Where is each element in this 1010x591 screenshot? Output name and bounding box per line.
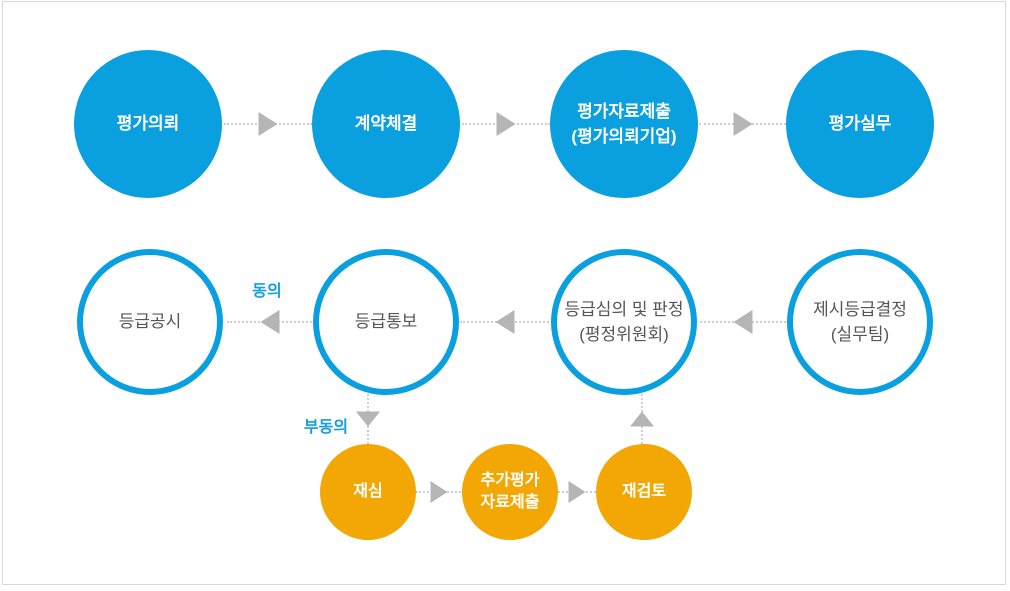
flow-arrow: [462, 111, 550, 137]
node-label: 평가자료제출 (평가의뢰기업): [571, 101, 677, 147]
arrow-left-icon: [495, 310, 514, 334]
arrow-right-icon: [430, 481, 447, 503]
arrow-right-icon: [733, 112, 752, 136]
node-evaluation-practice: 평가실무: [786, 50, 934, 198]
node-label: 재심: [353, 482, 383, 500]
flow-arrow: [227, 309, 312, 335]
node-grade-review-judgment: 등급심의 및 판정 (평정위원회): [551, 249, 697, 395]
node-additional-data-submission: 추가평가 자료제출: [462, 444, 558, 540]
flow-arrow: [629, 394, 655, 444]
flow-arrow: [460, 309, 549, 335]
node-label: 등급통보: [354, 312, 418, 332]
flow-arrow: [416, 479, 461, 505]
node-retrial: 재심: [320, 444, 416, 540]
arrow-right-icon: [258, 112, 278, 136]
flow-arrow: [355, 394, 381, 444]
node-proposed-grade-decision: 제시등급결정 (실무팀): [787, 249, 933, 395]
arrow-right-icon: [568, 481, 586, 503]
node-contract-signing: 계약체결: [312, 50, 460, 198]
node-label: 등급심의 및 판정 (평정위원회): [564, 299, 684, 345]
node-label: 제시등급결정 (실무팀): [813, 299, 907, 345]
node-label: 계약체결: [354, 114, 418, 134]
flow-arrow: [558, 479, 596, 505]
disagree-label: 부동의: [303, 419, 349, 436]
flow-arrow: [224, 111, 312, 137]
flow-arrow: [700, 309, 786, 335]
node-label: 추가평가 자료제출: [480, 471, 540, 511]
node-data-submission: 평가자료제출 (평가의뢰기업): [550, 50, 698, 198]
agree-label: 동의: [252, 283, 282, 300]
node-grade-disclosure: 등급공시: [77, 249, 223, 395]
node-label: 평가실무: [828, 114, 892, 134]
node-label: 재검토: [621, 482, 667, 500]
arrow-right-icon: [496, 112, 516, 136]
arrow-left-icon: [733, 310, 753, 334]
node-label: 평가의뢰: [116, 114, 180, 134]
arrow-left-icon: [260, 310, 279, 334]
arrow-up-icon: [630, 411, 654, 427]
flow-arrow: [699, 111, 786, 137]
arrow-down-icon: [356, 411, 380, 427]
node-evaluation-request: 평가의뢰: [74, 50, 222, 198]
node-re-examination: 재검토: [596, 444, 692, 540]
node-grade-notification: 등급통보: [313, 249, 459, 395]
node-label: 등급공시: [118, 312, 182, 332]
